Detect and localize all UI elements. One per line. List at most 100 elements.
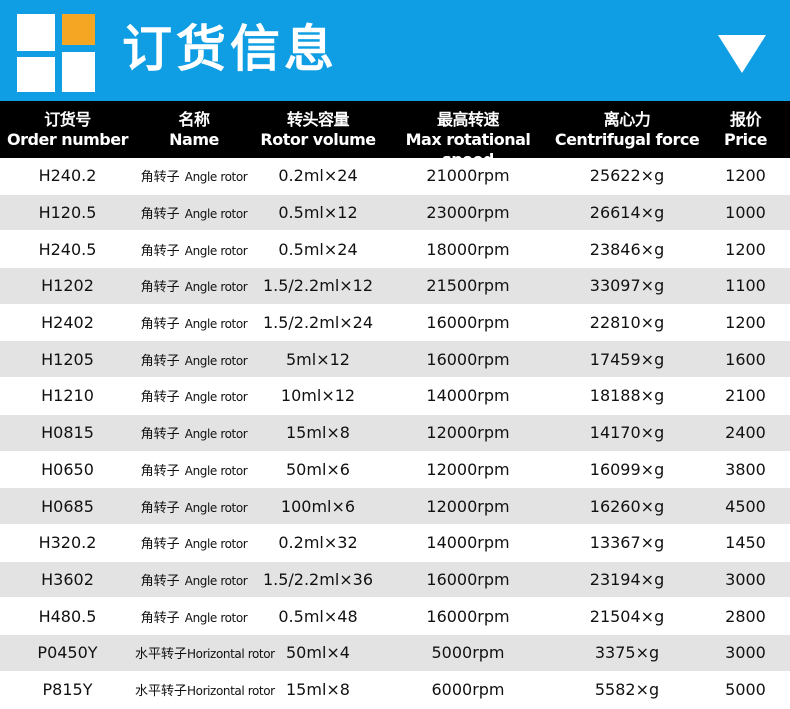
table-row: H120.5 角转子 Angle rotor 0.5ml×12 23000rpm 266…	[0, 194, 790, 232]
table-cell: 25622×g	[589, 166, 665, 186]
table-cell: 5000	[725, 679, 766, 699]
table-cell: 12000rpm	[426, 423, 510, 443]
column-header: 报价 Price	[701, 101, 790, 158]
table-row: H2402 角转子 Angle rotor 1.5/2.2ml×24 16000rpm…	[0, 305, 790, 342]
table-cell: 0.5ml×24	[278, 239, 358, 259]
table-row: H3602 角转子 Angle rotor 1.5/2.2ml×36 16000rpm…	[0, 561, 790, 599]
table-row: H480.5 角转子 Angle rotor 0.5ml×48 16000rpm 215…	[0, 598, 790, 635]
table-cell: 23194×g	[589, 569, 665, 589]
name-en: Angle rotor	[184, 610, 248, 625]
table-row: H1202 角转子 Angle rotor 1.5/2.2ml×12 21500rpm…	[0, 268, 790, 305]
column-header: 订货号 Order number	[0, 101, 135, 158]
column-header-en: Rotor volume	[260, 130, 376, 149]
table-cell: 1450	[725, 533, 766, 553]
table-cell: 50ml×4	[286, 643, 350, 663]
name-zh: 角转子	[140, 500, 180, 516]
column-header: 最高转速 Max rotational speed	[383, 101, 553, 169]
table-cell: 18000rpm	[426, 239, 510, 259]
table-cell: 角转子 Angle rotor	[135, 240, 253, 259]
table-cell: 5582×g	[594, 679, 660, 699]
table-cell: 角转子 Angle rotor	[135, 497, 253, 516]
table-cell: P0450Y	[37, 643, 98, 663]
table-cell: 角转子 Angle rotor	[135, 423, 253, 442]
table-row: H0685 角转子 Angle rotor 100ml×6 12000rpm 16260…	[0, 488, 790, 525]
table-cell: 5000rpm	[431, 643, 505, 663]
table-cell: 12000rpm	[426, 459, 510, 479]
column-header-en: Name	[169, 130, 219, 149]
name-en: Angle rotor	[184, 500, 248, 515]
table-cell: 22810×g	[589, 313, 665, 333]
column-header-zh: 转头容量	[286, 110, 350, 129]
table-cell: H3602	[41, 569, 94, 589]
column-header-zh: 最高转速	[436, 110, 500, 129]
table-cell: H0815	[41, 423, 94, 443]
table-row: P0450Y 水平转子Horizontal rotor 50ml×4 5000rpm 3…	[0, 634, 790, 672]
table-cell: 1200	[725, 166, 766, 186]
table-cell: 2800	[725, 606, 766, 626]
table-cell: H2402	[41, 313, 94, 333]
table-cell: 14000rpm	[426, 386, 510, 406]
table-cell: 15ml×8	[286, 423, 350, 443]
table-cell: 16099×g	[589, 459, 665, 479]
table-cell: H1210	[41, 386, 94, 406]
table-cell: 4500	[725, 496, 766, 516]
name-zh: 角转子	[140, 427, 180, 443]
table-cell: H240.5	[38, 239, 97, 259]
table-cell: 角转子 Angle rotor	[135, 166, 253, 185]
table-cell: 3375×g	[594, 643, 660, 663]
table-cell: 100ml×6	[280, 496, 356, 516]
table-row: H0815 角转子 Angle rotor 15ml×8 12000rpm 14170×…	[0, 414, 790, 452]
table-cell: 1200	[725, 313, 766, 333]
name-en: Angle rotor	[184, 537, 248, 552]
name-zh: 角转子	[140, 317, 180, 333]
table-cell: 3000	[725, 643, 766, 663]
table-cell: H1205	[41, 349, 94, 369]
column-header-en: Order number	[7, 130, 128, 149]
table-cell: 23000rpm	[426, 203, 510, 223]
column-header-zh: 名称	[178, 110, 210, 129]
name-zh: 角转子	[140, 353, 180, 369]
column-header-zh: 报价	[729, 110, 762, 129]
logo-square	[17, 57, 55, 92]
table-cell: 角转子 Angle rotor	[135, 350, 253, 369]
name-en: Horizontal rotor	[187, 683, 275, 698]
table-row: H1205 角转子 Angle rotor 5ml×12 16000rpm 17459×…	[0, 341, 790, 379]
logo-square	[17, 14, 55, 51]
table-cell: H1202	[41, 276, 94, 296]
table-cell: H0650	[41, 459, 94, 479]
table-cell: 水平转子Horizontal rotor	[135, 680, 275, 699]
name-en: Angle rotor	[184, 280, 248, 295]
table-cell: 1000	[725, 203, 766, 223]
table-row: H1210 角转子 Angle rotor 10ml×12 14000rpm 18188…	[0, 378, 790, 415]
table-cell: 5ml×12	[286, 349, 350, 369]
table-cell: 0.2ml×24	[278, 166, 358, 186]
name-zh: 角转子	[140, 207, 180, 223]
logo-square	[62, 52, 95, 92]
table-cell: 1200	[725, 239, 766, 259]
name-en: Angle rotor	[184, 207, 248, 222]
table-cell: 13367×g	[589, 533, 665, 553]
banner: 订货信息	[0, 0, 790, 101]
table-cell: 角转子 Angle rotor	[135, 460, 253, 479]
name-zh: 水平转子	[135, 683, 188, 699]
table-cell: 6000rpm	[431, 679, 505, 699]
name-en: Angle rotor	[184, 243, 248, 258]
name-zh: 角转子	[140, 573, 180, 589]
table-header: 订货号 Order number 名称 Name 转头容量 Rotor volume 最高转…	[0, 101, 790, 169]
table-cell: H320.2	[38, 533, 97, 553]
name-zh: 角转子	[140, 170, 180, 186]
table-cell: 0.5ml×12	[278, 203, 358, 223]
logo-square	[62, 14, 95, 45]
table-cell: 16000rpm	[426, 606, 510, 626]
table-cell: 角转子 Angle rotor	[135, 386, 253, 405]
column-header: 离心力 Centrifugal force	[553, 101, 701, 158]
table-cell: 23846×g	[589, 239, 665, 259]
table-cell: H240.2	[38, 166, 97, 186]
table-cell: 18188×g	[589, 386, 665, 406]
dropdown-arrow[interactable]	[718, 35, 766, 73]
table-cell: 33097×g	[589, 276, 665, 296]
table-cell: 1600	[725, 349, 766, 369]
table-cell: 16000rpm	[426, 313, 510, 333]
table-cell: 16000rpm	[426, 569, 510, 589]
